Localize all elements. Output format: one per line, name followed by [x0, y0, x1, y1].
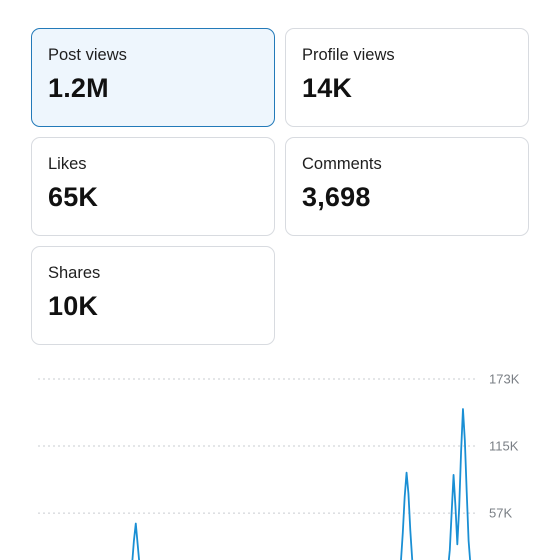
metric-label: Post views — [48, 46, 127, 64]
chart-series — [131, 408, 471, 560]
y-tick-label: 115K — [489, 439, 519, 454]
metric-label: Shares — [48, 264, 101, 282]
metric-value: 10K — [48, 291, 99, 321]
y-tick-label: 57K — [489, 506, 512, 521]
metric-card-post-views[interactable]: Post views 1.2M — [31, 28, 275, 127]
chart-grid — [38, 378, 478, 514]
metric-card-likes[interactable]: Likes 65K — [31, 137, 275, 236]
metric-value: 14K — [302, 73, 353, 103]
metric-label: Likes — [48, 155, 87, 173]
metric-label: Comments — [302, 155, 382, 173]
metric-cards-grid: Post views 1.2M Profile views 14K Likes … — [31, 28, 529, 346]
metric-value: 65K — [48, 182, 99, 212]
metric-card-comments[interactable]: Comments 3,698 — [285, 137, 529, 236]
chart-y-ticks: 173K 115K 57K — [489, 372, 520, 521]
header-partial-text — [32, 0, 292, 6]
metric-label: Profile views — [302, 46, 395, 64]
metric-card-profile-views[interactable]: Profile views 14K — [285, 28, 529, 127]
series-line — [131, 408, 471, 560]
metric-value: 3,698 — [302, 182, 371, 212]
views-line-chart: 173K 115K 57K — [0, 360, 560, 560]
metric-card-shares[interactable]: Shares 10K — [31, 246, 275, 345]
chart-svg: 173K 115K 57K — [38, 372, 520, 560]
metric-value: 1.2M — [48, 73, 109, 103]
y-tick-label: 173K — [489, 372, 520, 387]
